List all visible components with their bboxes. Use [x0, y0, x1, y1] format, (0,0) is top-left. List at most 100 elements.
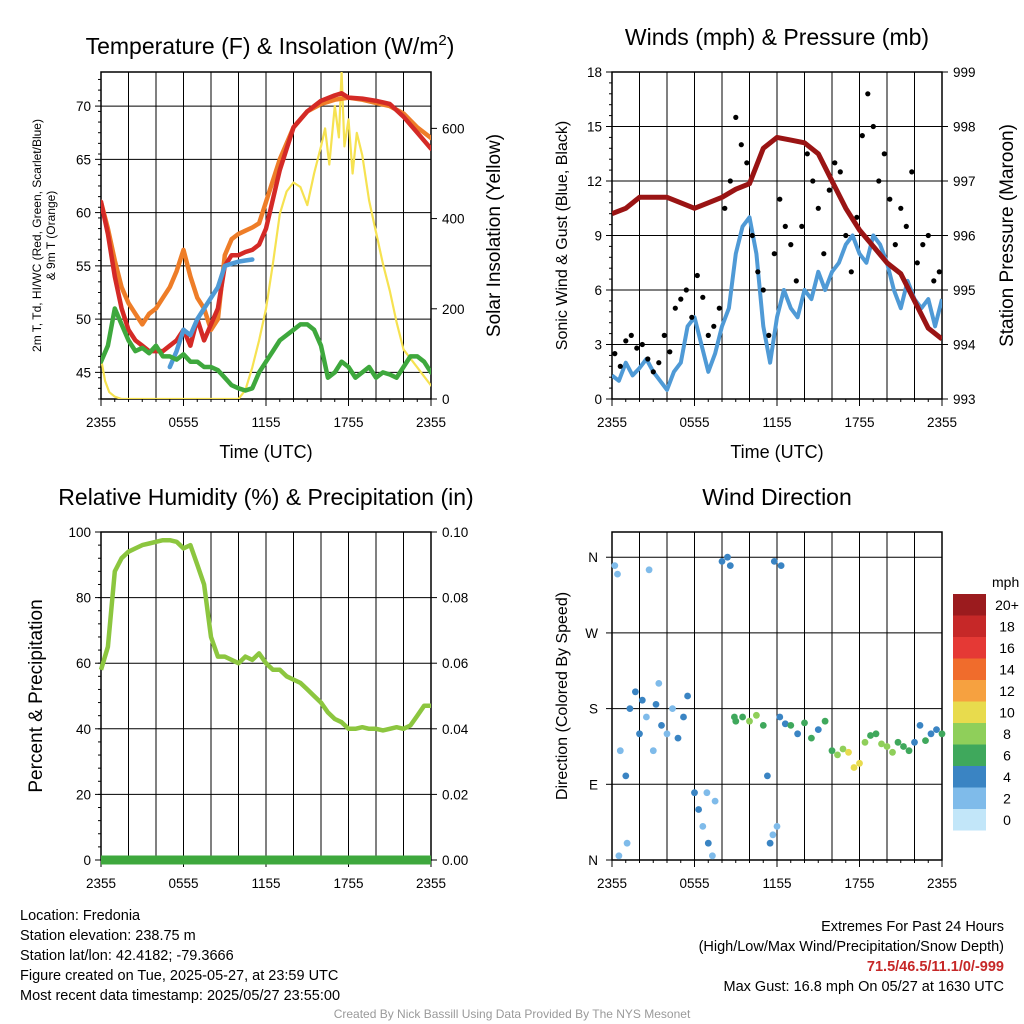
recent-timestamp: Most recent data timestamp: 2025/05/27 2… — [20, 988, 341, 1004]
wind-gust-point — [661, 332, 667, 338]
wind-gust-point — [892, 242, 898, 248]
legend-swatch — [953, 594, 986, 616]
wind-xtick-label: 1155 — [762, 415, 791, 430]
wind-ytick-label: 9 — [594, 229, 602, 244]
dir-point — [777, 562, 785, 569]
rh-ytick-label: 80 — [76, 591, 91, 606]
wind-rtick-label: 997 — [953, 174, 976, 189]
wind-gust-point — [826, 187, 832, 193]
wind-gust-point — [881, 151, 887, 157]
wind-rtick-label: 996 — [953, 229, 976, 244]
wind-plot-frame — [611, 71, 943, 400]
rh-ytick-label: 20 — [76, 787, 91, 802]
credit-line: Created By Nick Bassill Using Data Provi… — [333, 1007, 691, 1021]
wind-panel-title: Winds (mph) & Pressure (mb) — [625, 24, 929, 50]
dir-point — [821, 717, 829, 725]
dir-plot-frame — [611, 531, 943, 861]
wind-gust-point — [815, 205, 821, 211]
wind-gust-point — [650, 369, 656, 375]
dir-point — [916, 722, 924, 729]
dir-point — [933, 726, 940, 733]
legend-label: 0 — [1003, 812, 1011, 828]
wind-gust-point — [722, 205, 728, 211]
dir-point — [759, 722, 767, 729]
dir-point — [911, 738, 918, 746]
station-info: Location: Fredonia Station elevation: 23… — [20, 906, 340, 1006]
wind-gust-point — [623, 338, 629, 344]
dir-point — [883, 743, 891, 750]
wind-gust-point — [749, 232, 755, 239]
wind-gust-point — [639, 341, 645, 348]
wind-xtick-label: 2355 — [927, 415, 957, 430]
dir-xtick-label: 1755 — [844, 876, 874, 891]
dir-point — [703, 789, 711, 797]
extremes-subtitle: (High/Low/Max Wind/Precipitation/Snow De… — [698, 939, 1004, 955]
dir-point — [781, 720, 789, 728]
wind-ytick-label: 6 — [594, 283, 602, 298]
dir-point — [691, 789, 698, 797]
dir-point — [808, 734, 815, 742]
rh-xtick-label: 1155 — [251, 876, 280, 891]
legend-swatch — [953, 637, 986, 659]
temp-rtick-label: 600 — [442, 121, 465, 136]
legend-swatch — [953, 723, 986, 745]
wind-rtick-label: 994 — [953, 338, 976, 353]
wind-gust-point — [733, 114, 739, 120]
dir-point — [669, 705, 676, 712]
dir-point — [622, 772, 630, 780]
dir-point — [753, 711, 760, 719]
dir-point — [711, 797, 719, 805]
rh-xtick-label: 1755 — [333, 876, 363, 891]
rh-rtick-label: 0.04 — [442, 722, 469, 737]
wind-gust-point — [617, 363, 623, 369]
dir-point — [645, 566, 653, 574]
extremes-values: 71.5/46.5/11.1/0/-999 — [866, 959, 1004, 975]
temp-series-4 — [101, 72, 431, 399]
dir-point — [655, 680, 663, 687]
station-latlon: Station lat/lon: 42.4182; -79.3666 — [20, 948, 234, 964]
dir-point — [922, 737, 929, 744]
dir-point — [764, 772, 771, 780]
dir-xtick-label: 1155 — [762, 876, 791, 891]
wind-gust-point — [793, 278, 799, 284]
wind-ytick-label: 18 — [587, 65, 602, 80]
wind-ytick-label: 3 — [594, 338, 602, 353]
wind-gust-point — [898, 205, 904, 211]
dir-point — [839, 745, 847, 753]
humidity-precipitation-panel: 0 20 40 60 80 100 0.00 0.02 0.04 0.06 0.08 0.10 2355… — [26, 484, 474, 891]
dir-panel-title: Wind Direction — [702, 484, 852, 510]
wind-speed-legend: mph 20+ 18 16 14 12 10 8 6 4 2 0 — [953, 574, 1019, 831]
rh-xtick-label: 2355 — [86, 876, 116, 891]
wind-gust-point — [645, 356, 651, 362]
dir-point — [900, 743, 907, 750]
wind-xlabel: Time (UTC) — [730, 442, 823, 462]
wind-xtick-label: 1755 — [844, 415, 874, 430]
dir-point — [614, 570, 621, 578]
dir-point — [726, 562, 734, 569]
rh-rtick-label: 0.06 — [442, 656, 468, 671]
wind-gust-point — [678, 296, 684, 302]
temp-series-2 — [167, 257, 255, 370]
temp-rtick-label: 0 — [442, 392, 450, 407]
wind-gust-point — [821, 251, 827, 257]
temp-ytick-label: 60 — [76, 206, 91, 221]
dir-point — [867, 732, 874, 739]
wind-gust-point — [876, 178, 882, 184]
temp-series-3 — [101, 306, 431, 393]
max-gust: Max Gust: 16.8 mph On 05/27 at 1630 UTC — [723, 979, 1004, 995]
rh-ytick-label: 40 — [76, 722, 91, 737]
dir-point — [845, 748, 852, 756]
legend-swatch — [953, 658, 986, 680]
wind-gust-point — [843, 232, 849, 239]
legend-label: 12 — [999, 683, 1015, 699]
legend-label: 16 — [999, 640, 1015, 656]
dir-point — [766, 839, 774, 847]
legend-label: 10 — [999, 705, 1015, 721]
dir-point — [638, 696, 646, 704]
wind-ylabel-right: Station Pressure (Maroon) — [997, 124, 1018, 347]
dir-point — [652, 701, 660, 708]
wind-ytick-label: 12 — [587, 174, 602, 189]
temp-xtick-label: 2355 — [416, 415, 446, 430]
wind-gust-point — [711, 323, 717, 329]
wind-gust-point — [738, 142, 744, 148]
